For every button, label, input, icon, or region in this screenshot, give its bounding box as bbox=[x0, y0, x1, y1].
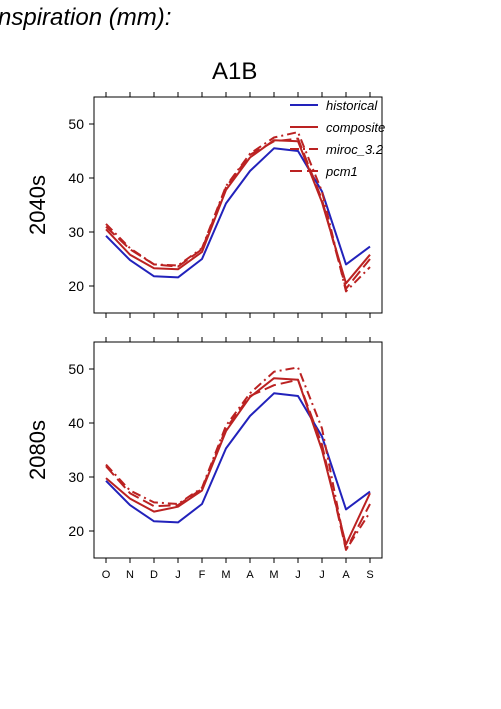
panel-2080s: 20 30 40 50 O N D J F M A M J J A S bbox=[68, 337, 383, 581]
x-tick-label: M bbox=[221, 569, 230, 581]
legend-label: historical bbox=[326, 98, 378, 113]
panel-2040s: 20 30 40 50 bbox=[68, 92, 383, 318]
plot-frame bbox=[93, 341, 383, 559]
legend-label: pcm1 bbox=[325, 164, 358, 179]
x-tick-label: A bbox=[342, 569, 350, 581]
legend-label: composite bbox=[326, 120, 385, 135]
figure-title: nspiration (mm): bbox=[0, 4, 172, 31]
x-tick-label: O bbox=[102, 569, 111, 581]
y-tick-label: 30 bbox=[68, 469, 84, 485]
plot-frame bbox=[93, 96, 383, 314]
y-tick-label: 30 bbox=[68, 224, 84, 240]
series-line-composite bbox=[105, 139, 371, 285]
scenario-title: A1B bbox=[212, 58, 258, 85]
y-tick-label: 40 bbox=[68, 415, 84, 431]
y-tick-label: 20 bbox=[68, 278, 84, 294]
x-tick-label: J bbox=[295, 569, 301, 581]
series-line-historical bbox=[105, 147, 371, 279]
series-line-pcm1 bbox=[105, 378, 371, 551]
x-tick-label: F bbox=[199, 569, 206, 581]
y-tick-label: 50 bbox=[68, 116, 84, 132]
y-tick-label: 40 bbox=[68, 170, 84, 186]
x-tick-label: M bbox=[269, 569, 278, 581]
x-tick-label: J bbox=[319, 569, 325, 581]
legend-label: miroc_3.2 bbox=[326, 142, 384, 157]
y-tick-label: 50 bbox=[68, 361, 84, 377]
legend: historical composite miroc_3.2 pcm1 bbox=[290, 98, 385, 179]
x-tick-label: A bbox=[246, 569, 254, 581]
x-tick-label: D bbox=[150, 569, 158, 581]
x-tick-label: J bbox=[175, 569, 181, 581]
series-line-miroc-3-2 bbox=[105, 366, 371, 551]
y-tick-label: 20 bbox=[68, 523, 84, 539]
x-tick-label: S bbox=[366, 569, 373, 581]
series-line-pcm1 bbox=[105, 137, 371, 290]
x-tick-label: N bbox=[126, 569, 134, 581]
